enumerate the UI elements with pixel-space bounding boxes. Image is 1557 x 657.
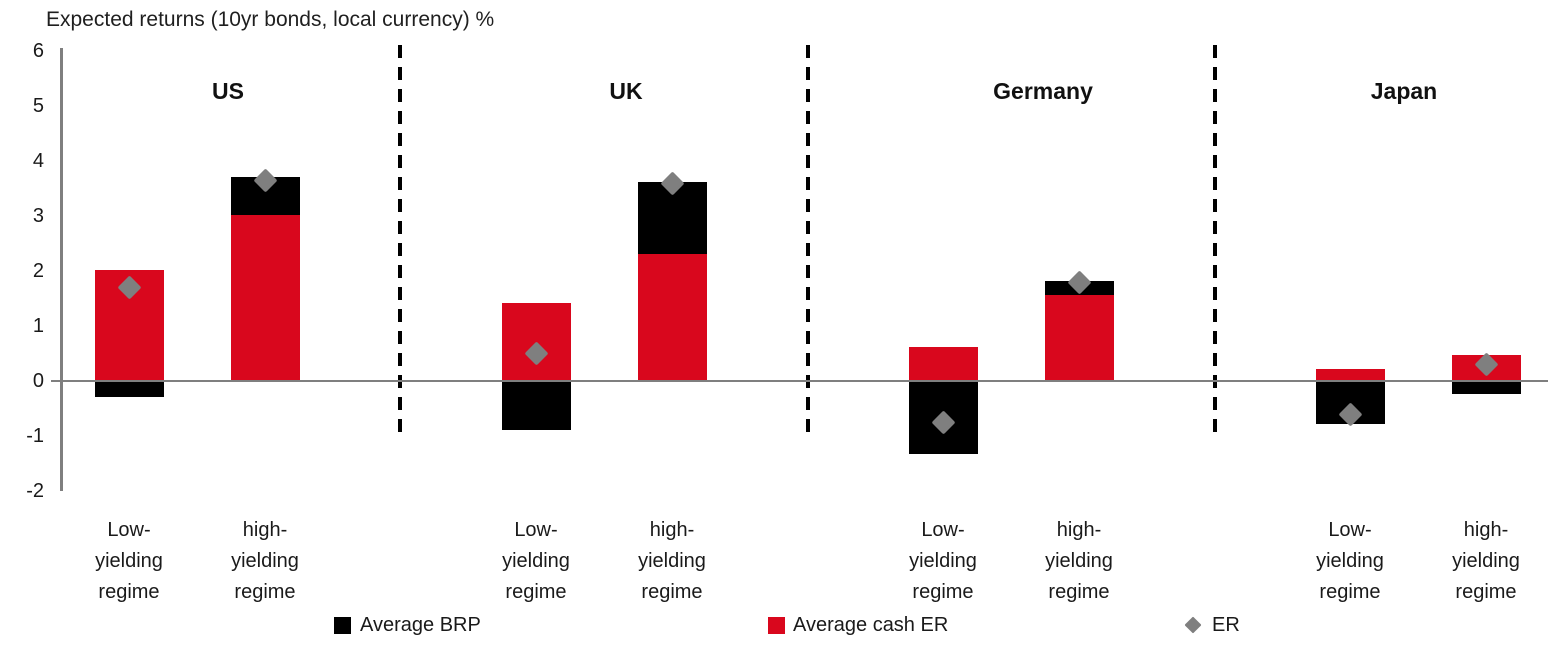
regime-axis-label: Low-yielding regime (1316, 519, 1384, 603)
legend-label: ER (1212, 614, 1240, 636)
panel-separator-line (806, 45, 810, 441)
chart-title: Expected returns (10yr bonds, local curr… (46, 8, 495, 31)
avg-cash-er-bar (1044, 294, 1114, 380)
legend-square-icon (334, 616, 351, 634)
regime-axis-label: Low-yielding regime (909, 519, 977, 603)
y-tick-label: 1 (32, 315, 44, 337)
country-label: US (212, 78, 244, 104)
avg-brp-bar (1451, 380, 1521, 394)
avg-cash-er-bar (230, 215, 300, 380)
panel-separator-line (1213, 45, 1217, 441)
legend-er-diamond-icon (1184, 616, 1202, 634)
y-tick-label: 4 (32, 150, 44, 172)
country-label: UK (609, 78, 643, 104)
panel-separator-line (398, 45, 402, 441)
y-tick-label: 0 (32, 370, 44, 392)
y-tick-label: 5 (32, 95, 44, 117)
regime-axis-label: high-yielding regime (1452, 519, 1520, 603)
country-label: Germany (993, 78, 1093, 104)
y-tick-label: 2 (32, 260, 44, 282)
legend-label: Average BRP (360, 614, 481, 636)
zero-tick-mark (51, 380, 60, 382)
y-tick-label: 3 (32, 205, 44, 227)
y-axis-line (60, 48, 63, 491)
regime-axis-label: high-yielding regime (1045, 519, 1113, 603)
avg-brp-bar (501, 380, 571, 430)
regime-axis-label: Low-yielding regime (502, 519, 570, 603)
avg-cash-er-bar (1315, 369, 1385, 380)
y-tick-label: -1 (26, 425, 44, 447)
avg-brp-bar (94, 380, 164, 397)
avg-cash-er-bar (637, 253, 707, 380)
legend-label: Average cash ER (793, 614, 949, 636)
y-tick-label: -2 (26, 480, 44, 502)
regime-axis-label: high-yielding regime (231, 519, 299, 603)
y-tick-label: 6 (32, 40, 44, 62)
regime-axis-label: high-yielding regime (638, 519, 706, 603)
country-label: Japan (1370, 78, 1438, 104)
legend-square-icon (768, 616, 785, 634)
zero-baseline (60, 380, 1548, 382)
regime-axis-label: Low-yielding regime (95, 519, 163, 603)
avg-cash-er-bar (908, 347, 978, 380)
